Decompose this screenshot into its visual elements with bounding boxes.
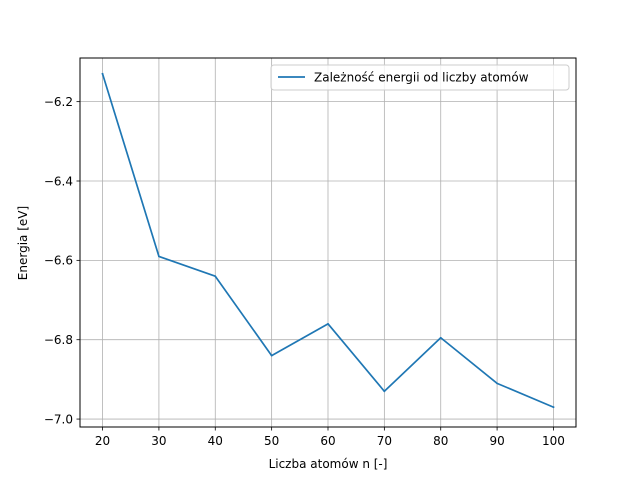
x-tick-label: 90 (489, 434, 504, 448)
x-tick-label: 70 (377, 434, 392, 448)
data-point (158, 255, 160, 258)
x-axis-label: Liczba atomów n [-] (269, 457, 388, 471)
x-tick-label: 80 (433, 434, 448, 448)
data-point (496, 382, 498, 385)
series-layer (101, 72, 555, 409)
x-tick-label: 60 (320, 434, 335, 448)
y-axis-ticks: −7.0 −6.8 −6.6 −6.4 −6.2 (44, 95, 80, 426)
y-tick-label: −6.8 (44, 333, 73, 347)
x-tick-label: 20 (95, 434, 110, 448)
data-point (214, 275, 217, 278)
legend: Zależność energii od liczby atomów (270, 64, 570, 91)
y-tick-label: −6.2 (44, 95, 73, 109)
y-tick-label: −6.4 (44, 174, 73, 188)
x-tick-label: 50 (264, 434, 279, 448)
legend-entry-label: Zależność energii od liczby atomów (314, 71, 529, 85)
y-tick-label: −6.6 (44, 254, 73, 268)
data-point (101, 72, 104, 75)
x-tick-label: 100 (542, 434, 565, 448)
y-tick-label: −7.0 (44, 412, 73, 426)
x-tick-label: 30 (151, 434, 166, 448)
x-axis-ticks: 20 30 40 50 60 70 80 90 100 (95, 427, 565, 448)
data-point (552, 406, 555, 409)
data-point (383, 390, 386, 393)
x-tick-label: 40 (208, 434, 223, 448)
data-point (327, 322, 329, 325)
grid (80, 58, 576, 427)
data-point (439, 336, 442, 339)
data-point (270, 354, 273, 357)
legend-box (270, 64, 570, 91)
y-axis-label: Energia [eV] (16, 206, 30, 280)
